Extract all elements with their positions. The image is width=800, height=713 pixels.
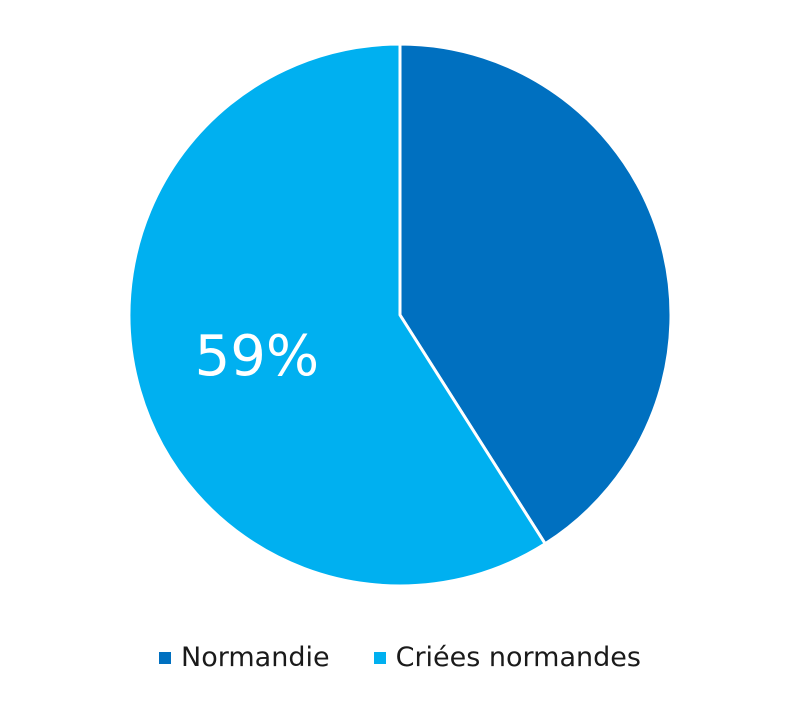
legend-swatch-normandie	[159, 651, 172, 664]
legend-item-criees-normandes: Criées normandes	[373, 642, 641, 673]
data-label-criees-normandes: 59%	[195, 324, 319, 389]
chart-legend: Normandie Criées normandes	[0, 642, 800, 673]
pie-data-labels: 59%	[195, 324, 319, 389]
legend-label-normandie: Normandie	[181, 642, 330, 673]
pie-slice-criees-normandes	[127, 42, 547, 588]
legend-item-normandie: Normandie	[159, 642, 330, 673]
legend-swatch-criees-normandes	[373, 651, 386, 664]
pie-slice-normandie	[398, 42, 673, 546]
legend-label-criees-normandes: Criées normandes	[395, 642, 641, 673]
pie-slices	[127, 42, 673, 588]
